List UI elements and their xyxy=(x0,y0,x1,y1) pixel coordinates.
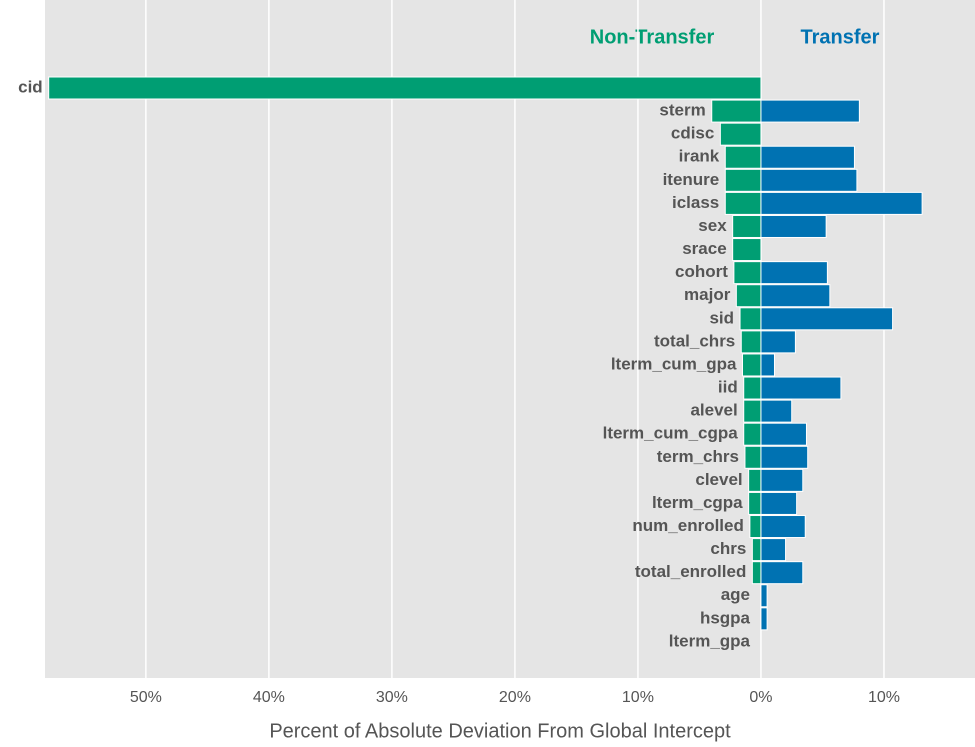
category-label: lterm_cum_gpa xyxy=(611,354,737,373)
bar xyxy=(739,307,762,331)
bar xyxy=(760,191,923,215)
bar xyxy=(760,261,828,285)
bar xyxy=(740,330,762,354)
bar xyxy=(719,122,762,146)
category-label: sid xyxy=(709,308,734,327)
bar xyxy=(760,399,793,423)
bar xyxy=(760,491,798,515)
bar xyxy=(743,376,762,400)
bar xyxy=(733,261,762,285)
legend-entry: Transfer xyxy=(801,26,880,48)
category-label: clevel xyxy=(695,470,742,489)
bar xyxy=(711,99,762,123)
x-tick-label: 40% xyxy=(253,689,285,706)
bar xyxy=(760,376,842,400)
bar xyxy=(760,145,855,169)
bar xyxy=(760,515,806,539)
category-label: srace xyxy=(682,239,726,258)
bar xyxy=(760,168,858,192)
bar xyxy=(760,284,831,308)
x-tick-label: 30% xyxy=(376,689,408,706)
bar xyxy=(760,607,768,631)
bar xyxy=(743,422,762,446)
category-label: sterm xyxy=(659,101,705,120)
category-label: lterm_cum_cgpa xyxy=(603,424,739,443)
bar xyxy=(760,445,809,469)
category-label: term_chrs xyxy=(657,447,739,466)
bar xyxy=(742,353,762,377)
bar xyxy=(760,214,827,238)
category-label: iclass xyxy=(672,193,719,212)
x-axis-label: Percent of Absolute Deviation From Globa… xyxy=(269,720,731,742)
bar xyxy=(748,468,762,492)
category-label: total_enrolled xyxy=(635,562,746,581)
legend-entry: Non-Transfer xyxy=(590,26,715,48)
bar xyxy=(724,145,762,169)
bar xyxy=(760,353,775,377)
bar xyxy=(760,307,894,331)
category-label: major xyxy=(684,285,731,304)
bar xyxy=(751,561,762,585)
bar xyxy=(743,399,762,423)
bar xyxy=(48,76,762,100)
category-label: lterm_gpa xyxy=(669,631,751,650)
bar xyxy=(732,238,762,262)
bar xyxy=(760,422,807,446)
category-label: alevel xyxy=(690,401,737,420)
bar xyxy=(724,168,762,192)
category-label: age xyxy=(721,585,750,604)
bar xyxy=(735,284,762,308)
category-label: itenure xyxy=(663,170,720,189)
bar xyxy=(748,491,762,515)
bar xyxy=(751,538,762,562)
category-label: cdisc xyxy=(671,124,714,143)
category-label: num_enrolled xyxy=(632,516,743,535)
category-label: cohort xyxy=(675,262,728,281)
x-tick-label: 10% xyxy=(868,689,900,706)
bar xyxy=(760,99,860,123)
bar xyxy=(760,538,787,562)
x-tick-label: 50% xyxy=(130,689,162,706)
bar xyxy=(744,445,762,469)
category-label: total_chrs xyxy=(654,331,735,350)
bar xyxy=(732,214,762,238)
bar xyxy=(749,515,762,539)
category-label: chrs xyxy=(710,539,746,558)
bar xyxy=(760,561,804,585)
bar xyxy=(760,330,796,354)
bar xyxy=(760,584,768,608)
category-label: iid xyxy=(718,378,738,397)
x-tick-label: 10% xyxy=(622,689,654,706)
x-tick-label: 0% xyxy=(749,689,772,706)
bar xyxy=(724,191,762,215)
category-label: sex xyxy=(698,216,727,235)
category-label: irank xyxy=(679,147,720,166)
x-tick-label: 20% xyxy=(499,689,531,706)
category-label: cid xyxy=(18,77,43,96)
category-label: lterm_cgpa xyxy=(652,493,743,512)
bar xyxy=(760,468,804,492)
category-label: hsgpa xyxy=(700,608,751,627)
